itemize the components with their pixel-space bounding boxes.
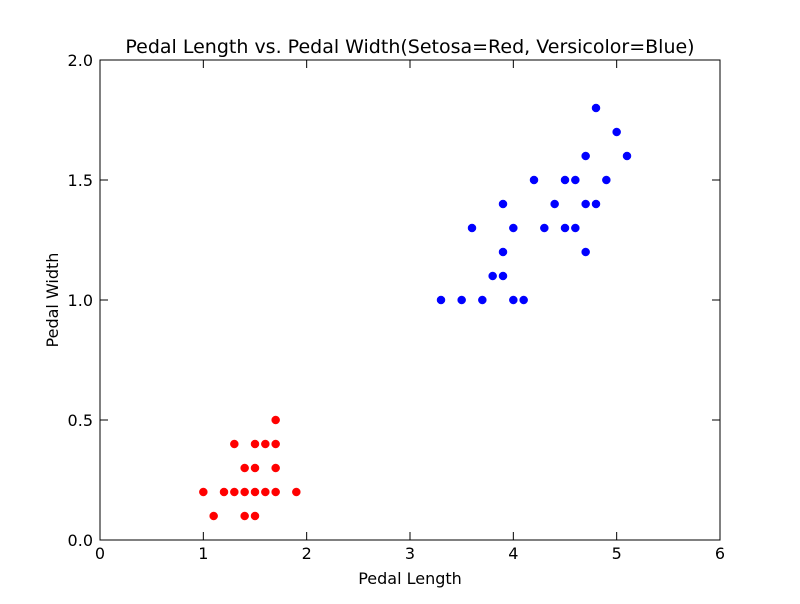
data-point-series-2 bbox=[581, 151, 590, 161]
x-tick-label: 3 bbox=[405, 544, 415, 563]
ticks-layer: 0 1 2 3 4 5 6 0.0 0.5 1.0 1.5 2.0 bbox=[68, 51, 726, 563]
data-point-series-2 bbox=[540, 223, 549, 233]
points-layer bbox=[199, 103, 632, 521]
y-tick-label: 2.0 bbox=[68, 51, 93, 70]
data-point-series-2 bbox=[581, 247, 590, 257]
data-point-series-1 bbox=[240, 487, 249, 497]
data-point-series-2 bbox=[488, 271, 497, 281]
data-point-series-2 bbox=[509, 223, 518, 233]
data-point-series-2 bbox=[602, 175, 611, 185]
data-point-series-1 bbox=[240, 511, 249, 521]
data-point-series-1 bbox=[209, 511, 218, 521]
y-axis-label: Pedal Width bbox=[43, 253, 62, 348]
data-point-series-2 bbox=[550, 199, 559, 209]
chart-title: Pedal Length vs. Pedal Width(Setosa=Red,… bbox=[125, 36, 694, 58]
data-point-series-2 bbox=[498, 271, 508, 281]
data-point-series-1 bbox=[199, 487, 208, 497]
data-point-series-2 bbox=[612, 127, 621, 137]
data-point-series-2 bbox=[478, 295, 487, 305]
data-point-series-1 bbox=[250, 487, 260, 497]
x-tick-label: 2 bbox=[302, 544, 312, 563]
data-point-series-1 bbox=[271, 487, 280, 497]
data-point-series-2 bbox=[457, 295, 466, 305]
x-tick-label: 4 bbox=[508, 544, 518, 563]
data-point-series-2 bbox=[498, 247, 508, 257]
data-point-series-1 bbox=[250, 511, 260, 521]
x-axis-label: Pedal Length bbox=[358, 569, 462, 588]
data-point-series-1 bbox=[230, 487, 239, 497]
x-tick-label: 0 bbox=[95, 544, 105, 563]
data-point-series-1 bbox=[230, 439, 239, 449]
data-point-series-2 bbox=[560, 223, 570, 233]
data-point-series-1 bbox=[250, 439, 260, 449]
y-tick-label: 1.5 bbox=[68, 171, 93, 190]
y-tick-label: 0.0 bbox=[68, 531, 93, 550]
data-point-series-1 bbox=[219, 487, 229, 497]
data-point-series-2 bbox=[622, 151, 632, 161]
data-point-series-1 bbox=[250, 463, 260, 473]
data-point-series-2 bbox=[591, 199, 601, 209]
data-point-series-2 bbox=[591, 103, 601, 113]
data-point-series-2 bbox=[467, 223, 477, 233]
data-point-series-2 bbox=[581, 199, 590, 209]
data-point-series-2 bbox=[509, 295, 518, 305]
data-point-series-2 bbox=[498, 199, 508, 209]
data-point-series-1 bbox=[240, 463, 249, 473]
y-tick-label: 0.5 bbox=[68, 411, 93, 430]
data-point-series-2 bbox=[519, 295, 528, 305]
data-point-series-2 bbox=[560, 175, 570, 185]
data-point-series-1 bbox=[261, 439, 270, 449]
data-point-series-2 bbox=[436, 295, 446, 305]
x-tick-label: 1 bbox=[198, 544, 208, 563]
data-point-series-1 bbox=[271, 415, 280, 425]
x-tick-label: 6 bbox=[715, 544, 725, 563]
y-tick-label: 1.0 bbox=[68, 291, 93, 310]
data-point-series-1 bbox=[271, 439, 280, 449]
data-point-series-2 bbox=[529, 175, 539, 185]
data-point-series-1 bbox=[271, 463, 280, 473]
data-point-series-2 bbox=[571, 223, 580, 233]
data-point-series-2 bbox=[571, 175, 580, 185]
x-tick-label: 5 bbox=[612, 544, 622, 563]
data-point-series-1 bbox=[292, 487, 301, 497]
plot-frame bbox=[99, 59, 721, 541]
data-point-series-1 bbox=[261, 487, 270, 497]
